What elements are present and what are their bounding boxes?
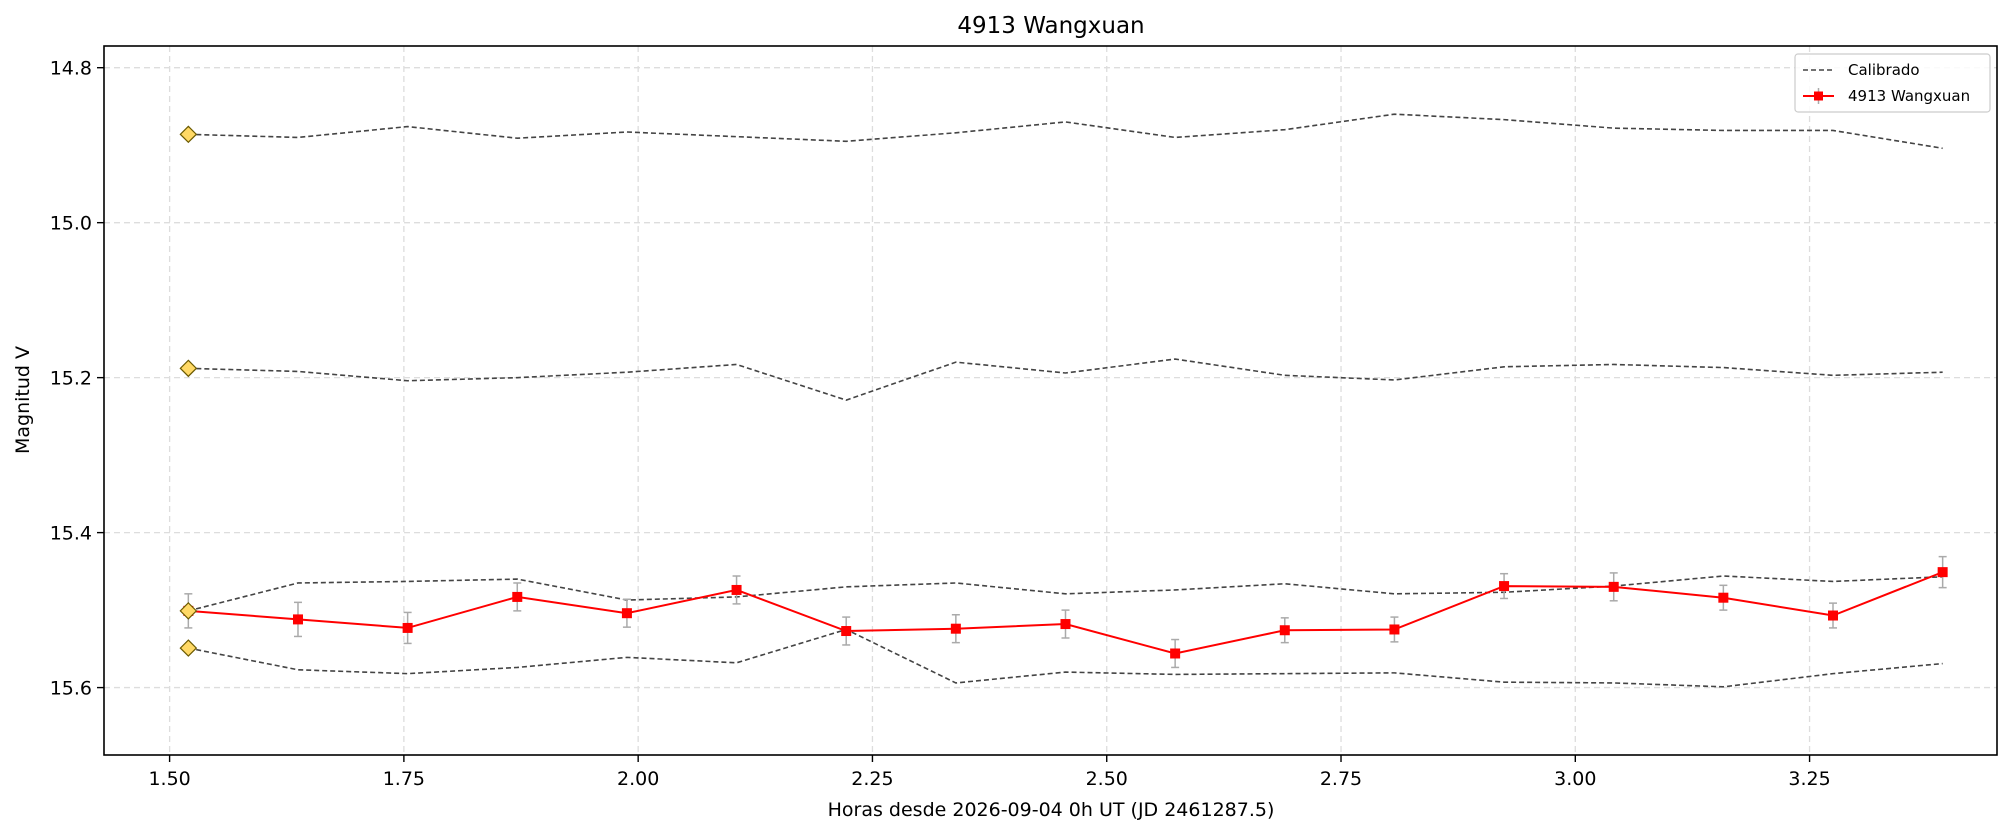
y-tick-label: 14.8 xyxy=(50,58,92,80)
y-tick-label: 15.0 xyxy=(50,213,92,235)
target-data-point xyxy=(841,626,852,637)
x-tick-label: 3.00 xyxy=(1554,768,1596,790)
target-data-point xyxy=(292,614,303,625)
calibration-line xyxy=(188,358,1943,401)
target-data-point xyxy=(1279,625,1290,636)
reference-diamond xyxy=(179,602,198,620)
x-tick-label: 2.50 xyxy=(1086,768,1128,790)
target-data-point xyxy=(1170,648,1181,659)
y-tick-label: 15.6 xyxy=(50,678,92,700)
calibration-lines xyxy=(188,113,1943,688)
x-tick-label: 1.50 xyxy=(148,768,190,790)
calibration-line xyxy=(188,113,1943,150)
calibration-line xyxy=(188,575,1943,612)
x-axis-ticks: 1.50 1.75 2.00 2.25 2.50 2.75 3.00 3.25 xyxy=(148,755,1831,790)
target-data-point xyxy=(1608,581,1619,592)
reference-markers xyxy=(179,125,198,657)
target-data-point xyxy=(1937,567,1948,578)
target-data-point xyxy=(1718,592,1729,603)
x-tick-label: 1.75 xyxy=(383,768,425,790)
x-axis-label: Horas desde 2026-09-04 0h UT (JD 2461287… xyxy=(828,799,1275,821)
target-data-point xyxy=(1389,624,1400,635)
error-bars xyxy=(184,555,1947,669)
target-data-point xyxy=(1499,581,1510,592)
target-data-point xyxy=(512,591,523,602)
plot-frame xyxy=(103,45,1998,756)
target-data-point xyxy=(1828,610,1839,621)
x-tick-label: 2.25 xyxy=(851,768,893,790)
calibration-line xyxy=(188,628,1943,688)
target-data-point xyxy=(950,623,961,634)
target-data-point xyxy=(402,622,413,633)
legend-target-label: 4913 Wangxuan xyxy=(1848,87,1970,105)
legend-box xyxy=(1794,53,1991,113)
y-tick-label: 15.4 xyxy=(50,523,92,545)
target-data-point xyxy=(621,608,632,619)
target-data-point xyxy=(1060,619,1071,630)
target-data-point xyxy=(731,584,742,595)
chart-title: 4913 Wangxuan xyxy=(957,13,1144,39)
x-tick-label: 2.75 xyxy=(1320,768,1362,790)
y-tick-label: 15.2 xyxy=(50,368,92,390)
y-axis-label: Magnitud V xyxy=(12,346,34,454)
x-tick-label: 3.25 xyxy=(1788,768,1830,790)
y-axis-ticks: 14.8 15.0 15.2 15.4 15.6 xyxy=(50,58,104,700)
x-tick-label: 2.00 xyxy=(617,768,659,790)
legend: Calibrado 4913 Wangxuan xyxy=(1794,53,1991,113)
legend-calibrado-label: Calibrado xyxy=(1848,61,1920,79)
reference-diamond xyxy=(179,359,198,378)
reference-diamond xyxy=(179,639,198,657)
grid-lines xyxy=(104,46,1997,755)
reference-diamond xyxy=(179,125,198,144)
legend-target-marker xyxy=(1814,91,1823,101)
